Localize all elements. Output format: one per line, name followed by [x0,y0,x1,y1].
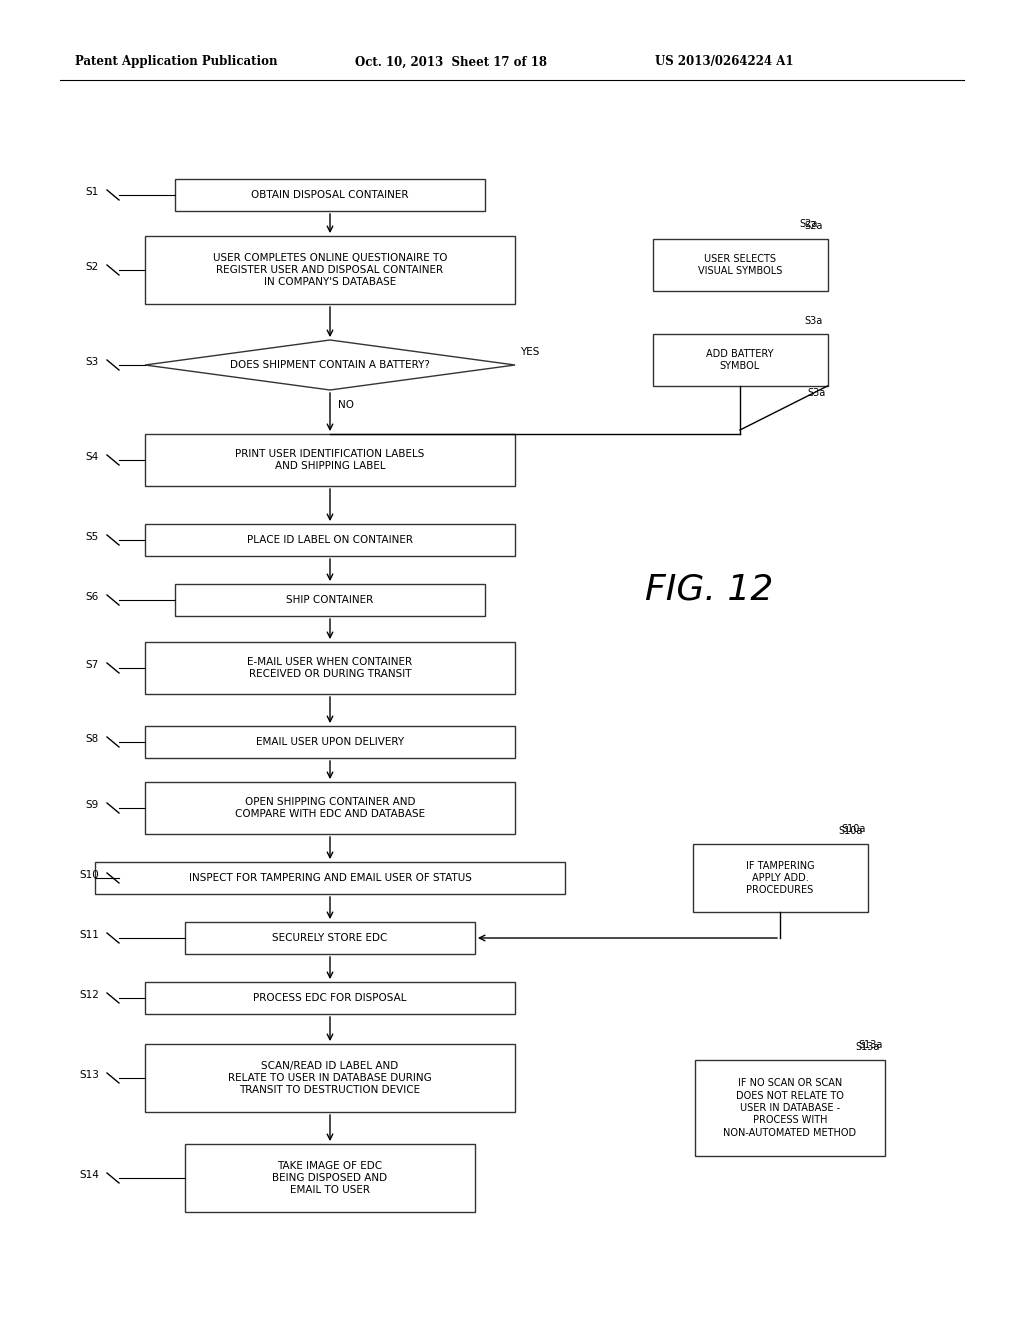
Polygon shape [145,341,515,389]
Bar [695,1060,885,1156]
Bar [145,982,515,1014]
Text: S5: S5 [86,532,99,543]
Text: S2: S2 [86,261,99,272]
Text: ADD BATTERY
SYMBOL: ADD BATTERY SYMBOL [707,348,774,371]
Text: S2a: S2a [799,219,817,228]
Bar [145,236,515,304]
Text: SCAN/READ ID LABEL AND
RELATE TO USER IN DATABASE DURING
TRANSIT TO DESTRUCTION : SCAN/READ ID LABEL AND RELATE TO USER IN… [228,1060,432,1096]
Text: Patent Application Publication: Patent Application Publication [75,55,278,69]
Text: SECURELY STORE EDC: SECURELY STORE EDC [272,933,388,942]
Bar [175,583,485,616]
Bar [145,434,515,486]
Bar [145,1044,515,1111]
Text: OPEN SHIPPING CONTAINER AND
COMPARE WITH EDC AND DATABASE: OPEN SHIPPING CONTAINER AND COMPARE WITH… [234,797,425,820]
Text: Oct. 10, 2013  Sheet 17 of 18: Oct. 10, 2013 Sheet 17 of 18 [355,55,547,69]
Bar [652,334,827,385]
Bar [145,524,515,556]
Bar [185,1144,475,1212]
Text: S4: S4 [86,451,99,462]
Bar [652,239,827,290]
Text: E-MAIL USER WHEN CONTAINER
RECEIVED OR DURING TRANSIT: E-MAIL USER WHEN CONTAINER RECEIVED OR D… [248,657,413,680]
Text: S9: S9 [86,800,99,810]
Text: YES: YES [520,347,540,356]
Bar [145,642,515,694]
Text: PRINT USER IDENTIFICATION LABELS
AND SHIPPING LABEL: PRINT USER IDENTIFICATION LABELS AND SHI… [236,449,425,471]
Text: USER SELECTS
VISUAL SYMBOLS: USER SELECTS VISUAL SYMBOLS [697,253,782,276]
Bar [692,843,867,912]
Text: TAKE IMAGE OF EDC
BEING DISPOSED AND
EMAIL TO USER: TAKE IMAGE OF EDC BEING DISPOSED AND EMA… [272,1160,387,1196]
Text: IF TAMPERING
APPLY ADD.
PROCEDURES: IF TAMPERING APPLY ADD. PROCEDURES [745,861,814,895]
Text: S12: S12 [79,990,99,1001]
Text: NO: NO [338,400,354,411]
Text: S10: S10 [79,870,99,880]
Text: EMAIL USER UPON DELIVERY: EMAIL USER UPON DELIVERY [256,737,404,747]
Text: S3a: S3a [804,315,822,326]
Bar [185,921,475,954]
Text: PLACE ID LABEL ON CONTAINER: PLACE ID LABEL ON CONTAINER [247,535,413,545]
Text: S3a: S3a [807,388,825,399]
Bar [95,862,565,894]
Text: S7: S7 [86,660,99,671]
Text: S8: S8 [86,734,99,744]
Text: S3: S3 [86,356,99,367]
Bar [175,180,485,211]
Bar [145,781,515,834]
Text: S2a: S2a [804,220,822,231]
Text: S11: S11 [79,931,99,940]
Text: INSPECT FOR TAMPERING AND EMAIL USER OF STATUS: INSPECT FOR TAMPERING AND EMAIL USER OF … [188,873,471,883]
Text: PROCESS EDC FOR DISPOSAL: PROCESS EDC FOR DISPOSAL [253,993,407,1003]
Text: S10a: S10a [838,826,862,836]
Text: S1: S1 [86,187,99,197]
Text: SHIP CONTAINER: SHIP CONTAINER [287,595,374,605]
Text: S10a: S10a [841,824,865,834]
Text: S13a: S13a [859,1040,883,1049]
Text: S13a: S13a [856,1041,880,1052]
Text: S14: S14 [79,1170,99,1180]
Text: DOES SHIPMENT CONTAIN A BATTERY?: DOES SHIPMENT CONTAIN A BATTERY? [230,360,430,370]
Text: US 2013/0264224 A1: US 2013/0264224 A1 [655,55,794,69]
Bar [145,726,515,758]
Text: S6: S6 [86,591,99,602]
Text: S13: S13 [79,1071,99,1080]
Text: USER COMPLETES ONLINE QUESTIONAIRE TO
REGISTER USER AND DISPOSAL CONTAINER
IN CO: USER COMPLETES ONLINE QUESTIONAIRE TO RE… [213,252,447,288]
Text: OBTAIN DISPOSAL CONTAINER: OBTAIN DISPOSAL CONTAINER [251,190,409,201]
Text: IF NO SCAN OR SCAN
DOES NOT RELATE TO
USER IN DATABASE -
PROCESS WITH
NON-AUTOMA: IF NO SCAN OR SCAN DOES NOT RELATE TO US… [723,1078,856,1138]
Text: FIG. 12: FIG. 12 [645,573,773,607]
